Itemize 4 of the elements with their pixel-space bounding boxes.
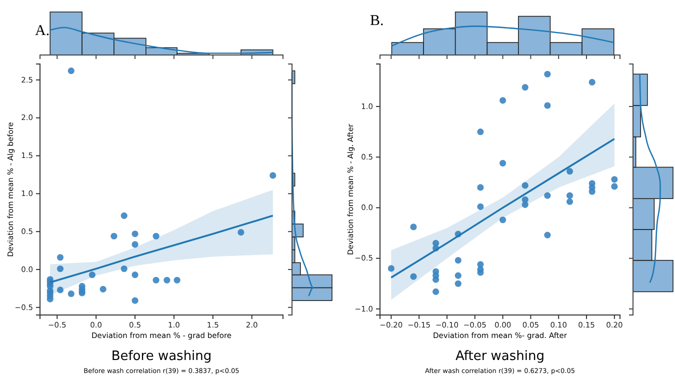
chart-title: B. (370, 13, 384, 29)
text: After washing (455, 349, 545, 364)
text: Before washing (111, 349, 212, 364)
text: A. (35, 23, 50, 39)
